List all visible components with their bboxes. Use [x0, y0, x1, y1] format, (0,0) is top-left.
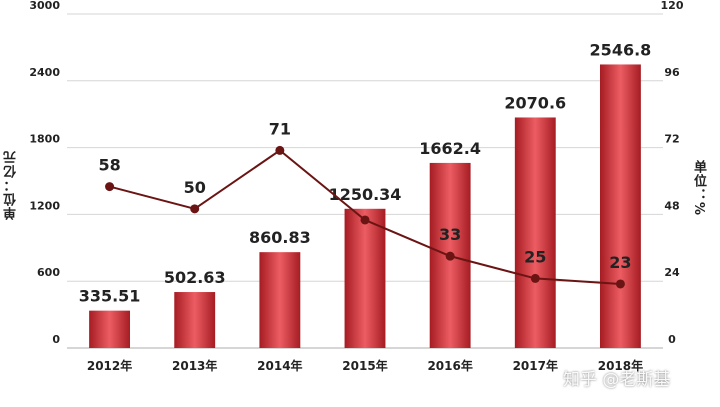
bar [344, 208, 386, 348]
y-axis-label: 单位：亿元 [4, 150, 19, 220]
y2-axis-ticks: 0 24 48 72 96 120 [661, 0, 684, 346]
x-axis-ticks: 2012年 2013年 2014年 2015年 2016年 2017年 2018年 [87, 358, 643, 373]
y-tick-label: 2400 [29, 66, 60, 79]
bar-value-label: 1662.4 [419, 139, 481, 158]
bar-value-label: 335.51 [79, 287, 141, 306]
rate-point [190, 204, 200, 214]
rate-value-label: 33 [439, 225, 461, 244]
y2-tick-label: 48 [664, 199, 679, 212]
rate-point [105, 182, 115, 192]
rate-point [530, 273, 540, 283]
y2-axis-label: 单位：% [691, 160, 706, 217]
bar [89, 310, 131, 348]
y-axis-ticks: 0 600 1200 1800 2400 3000 [29, 0, 60, 346]
rate-line: 58 50 71 33 25 23 [98, 119, 632, 289]
x-tick-label: 2016年 [427, 358, 472, 373]
x-tick-label: 2013年 [172, 358, 217, 373]
rate-point [360, 215, 370, 225]
rate-value-label: 58 [98, 156, 120, 175]
rate-value-label: 71 [269, 119, 291, 138]
rate-point [445, 251, 455, 261]
y2-tick-label: 72 [664, 133, 679, 146]
y2-tick-label: 24 [664, 266, 680, 279]
bar-value-label: 2546.8 [590, 40, 652, 59]
x-tick-label: 2015年 [342, 358, 387, 373]
rate-point [275, 145, 285, 155]
bar [599, 64, 641, 348]
rate-value-label: 25 [524, 247, 546, 266]
bar [514, 117, 556, 348]
bar-value-label: 502.63 [164, 268, 226, 287]
bar [259, 252, 301, 348]
y-tick-label: 0 [52, 333, 60, 346]
y2-tick-label: 96 [664, 66, 680, 79]
x-tick-label: 2012年 [87, 358, 132, 373]
rate-value-label: 50 [184, 178, 206, 197]
x-tick-label: 2018年 [598, 358, 643, 373]
x-tick-label: 2017年 [513, 358, 558, 373]
y-tick-label: 600 [37, 266, 60, 279]
bar-value-label: 860.83 [249, 228, 311, 247]
bar-value-label: 2070.6 [504, 93, 566, 112]
rate-point [615, 279, 625, 289]
x-tick-label: 2014年 [257, 358, 302, 373]
watermark: 知乎 @老斯基 [563, 370, 671, 390]
bar [174, 292, 216, 348]
bar-value-label: 1250.34 [329, 185, 402, 204]
bars: 335.51 502.63 860.83 1250.34 1662.4 2070.6 254… [79, 40, 652, 348]
y-tick-label: 1800 [29, 133, 60, 146]
y-tick-label: 3000 [29, 0, 60, 12]
y2-tick-label: 120 [661, 0, 684, 12]
y-tick-label: 1200 [29, 199, 60, 212]
rate-value-label: 23 [609, 253, 631, 272]
y2-tick-label: 0 [668, 333, 676, 346]
